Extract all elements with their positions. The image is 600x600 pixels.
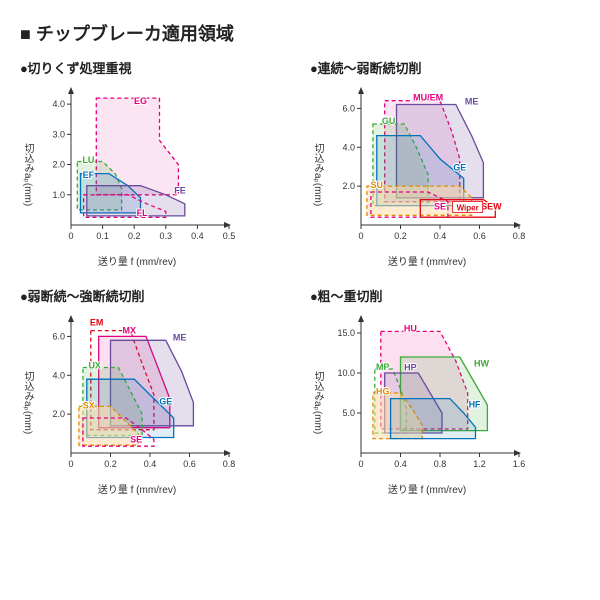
panel-title: 粗〜重切削 bbox=[310, 286, 580, 305]
svg-text:Wiper: Wiper bbox=[457, 203, 479, 212]
svg-text:1.2: 1.2 bbox=[473, 459, 486, 469]
svg-text:HG: HG bbox=[376, 387, 390, 397]
panel-2: 弱断続〜強断続切削 切込みaₚ(mm) 0 0.2 0.4 0.6 0.8 2.0 4.0 6… bbox=[20, 286, 290, 496]
svg-text:0.8: 0.8 bbox=[513, 231, 526, 241]
svg-text:0.4: 0.4 bbox=[434, 231, 447, 241]
y-axis-label: 切込みaₚ(mm) bbox=[20, 371, 37, 434]
x-axis-label: 送り量 f (mm/rev) bbox=[37, 481, 237, 496]
svg-text:ME: ME bbox=[465, 97, 479, 107]
svg-text:6.0: 6.0 bbox=[342, 103, 355, 113]
svg-text:1.0: 1.0 bbox=[52, 190, 65, 200]
svg-text:0.4: 0.4 bbox=[144, 459, 157, 469]
chart-svg-3: 0 0.4 0.8 1.2 1.6 5.0 10.0 15.0 HU HW MP HP HG HF bbox=[327, 309, 527, 479]
chart-svg-1: 0 0.2 0.4 0.6 0.8 2.0 4.0 6.0 MU/EM ME GU GE SU SE SEW… bbox=[327, 81, 527, 251]
x-axis-label: 送り量 f (mm/rev) bbox=[327, 253, 527, 268]
svg-text:HW: HW bbox=[474, 359, 489, 369]
svg-text:SX: SX bbox=[83, 400, 95, 410]
panel-title: 弱断続〜強断続切削 bbox=[20, 286, 290, 305]
svg-text:GU: GU bbox=[382, 116, 396, 126]
svg-text:0: 0 bbox=[68, 459, 73, 469]
svg-text:ME: ME bbox=[173, 332, 187, 342]
svg-text:GE: GE bbox=[159, 396, 172, 406]
svg-text:SEW: SEW bbox=[481, 201, 502, 211]
chart-svg-2: 0 0.2 0.4 0.6 0.8 2.0 4.0 6.0 EM MX ME UX GE SX SE bbox=[37, 309, 237, 479]
svg-text:0.4: 0.4 bbox=[191, 231, 204, 241]
panel-1: 連続〜弱断続切削 切込みaₚ(mm) 0 0.2 0.4 0.6 0.8 2.0 4.0 6.… bbox=[310, 58, 580, 268]
svg-text:0.1: 0.1 bbox=[96, 231, 109, 241]
svg-text:0.8: 0.8 bbox=[434, 459, 447, 469]
y-axis-label: 切込みaₚ(mm) bbox=[310, 143, 327, 206]
svg-text:UX: UX bbox=[88, 360, 101, 370]
svg-text:HP: HP bbox=[404, 363, 417, 373]
svg-text:2.0: 2.0 bbox=[52, 409, 65, 419]
svg-text:0.4: 0.4 bbox=[394, 459, 407, 469]
panel-0: 切りくず処理重視 切込みaₚ(mm) 0 0.1 0.2 0.3 0.4 0.5 1.0 2.… bbox=[20, 58, 290, 268]
svg-text:LU: LU bbox=[82, 155, 94, 165]
svg-text:0.8: 0.8 bbox=[223, 459, 236, 469]
panel-title: 切りくず処理重視 bbox=[20, 58, 290, 77]
svg-text:0.6: 0.6 bbox=[183, 459, 196, 469]
x-axis-label: 送り量 f (mm/rev) bbox=[327, 481, 527, 496]
svg-text:0.3: 0.3 bbox=[160, 231, 173, 241]
svg-text:2.0: 2.0 bbox=[342, 181, 355, 191]
svg-text:FL: FL bbox=[137, 208, 148, 218]
svg-text:MP: MP bbox=[376, 362, 390, 372]
svg-text:0.6: 0.6 bbox=[473, 231, 486, 241]
svg-text:4.0: 4.0 bbox=[52, 370, 65, 380]
svg-text:1.6: 1.6 bbox=[513, 459, 526, 469]
svg-text:0.2: 0.2 bbox=[394, 231, 407, 241]
svg-text:0: 0 bbox=[358, 231, 363, 241]
panel-3: 粗〜重切削 切込みaₚ(mm) 0 0.4 0.8 1.2 1.6 5.0 10.0 15.0… bbox=[310, 286, 580, 496]
svg-text:MX: MX bbox=[123, 326, 137, 336]
svg-text:0.2: 0.2 bbox=[104, 459, 117, 469]
svg-text:SE: SE bbox=[130, 434, 142, 444]
svg-text:MU/EM: MU/EM bbox=[413, 93, 443, 103]
svg-text:4.0: 4.0 bbox=[52, 99, 65, 109]
svg-text:15.0: 15.0 bbox=[337, 328, 355, 338]
svg-text:4.0: 4.0 bbox=[342, 142, 355, 152]
svg-text:SE: SE bbox=[434, 201, 446, 211]
svg-text:5.0: 5.0 bbox=[342, 408, 355, 418]
panel-title: 連続〜弱断続切削 bbox=[310, 58, 580, 77]
y-axis-label: 切込みaₚ(mm) bbox=[20, 143, 37, 206]
svg-text:FE: FE bbox=[174, 185, 186, 195]
svg-text:0: 0 bbox=[358, 459, 363, 469]
svg-text:0: 0 bbox=[68, 231, 73, 241]
svg-text:3.0: 3.0 bbox=[52, 129, 65, 139]
y-axis-label: 切込みaₚ(mm) bbox=[310, 371, 327, 434]
svg-text:HF: HF bbox=[469, 399, 481, 409]
svg-text:0.5: 0.5 bbox=[223, 231, 236, 241]
svg-text:HU: HU bbox=[404, 323, 417, 333]
svg-text:SU: SU bbox=[371, 180, 384, 190]
svg-text:GE: GE bbox=[453, 163, 466, 173]
svg-text:0.2: 0.2 bbox=[128, 231, 141, 241]
chart-svg-0: 0 0.1 0.2 0.3 0.4 0.5 1.0 2.0 3.0 4.0 EG LU EF FE FL bbox=[37, 81, 237, 251]
svg-text:EM: EM bbox=[90, 318, 104, 328]
svg-text:10.0: 10.0 bbox=[337, 368, 355, 378]
page-title: チップブレーカ適用領域 bbox=[20, 20, 580, 46]
svg-text:EF: EF bbox=[83, 170, 95, 180]
svg-text:EG: EG bbox=[134, 96, 147, 106]
x-axis-label: 送り量 f (mm/rev) bbox=[37, 253, 237, 268]
svg-text:6.0: 6.0 bbox=[52, 331, 65, 341]
chart-grid: 切りくず処理重視 切込みaₚ(mm) 0 0.1 0.2 0.3 0.4 0.5 1.0 2.… bbox=[20, 58, 580, 496]
svg-text:2.0: 2.0 bbox=[52, 160, 65, 170]
